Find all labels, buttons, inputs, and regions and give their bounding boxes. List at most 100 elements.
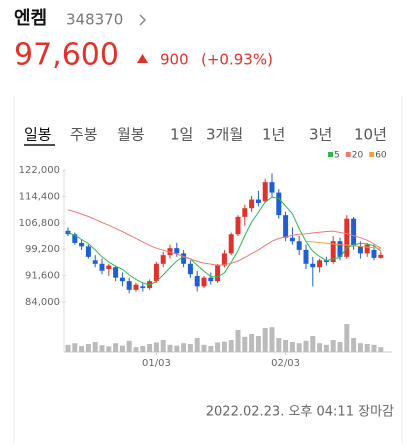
volume-bar: [106, 346, 112, 352]
candle-body: [262, 182, 268, 202]
volume-bar: [378, 347, 384, 352]
volume-bar: [153, 342, 159, 352]
chevron: [139, 14, 147, 26]
up-arrow: [137, 54, 148, 63]
legend-label: 20: [352, 151, 364, 161]
candle-body: [140, 286, 146, 289]
candle-body: [249, 199, 255, 209]
y-tick-label: 106,800: [19, 218, 60, 229]
candle-body: [208, 277, 214, 282]
volume-bar: [283, 340, 289, 352]
candle-body: [296, 241, 302, 250]
candle-body: [215, 265, 221, 282]
candle-body: [310, 263, 316, 268]
tab[interactable]: 10년: [354, 126, 387, 144]
candle-body: [235, 216, 241, 235]
candle-body: [153, 263, 159, 282]
legend-label: 60: [375, 151, 387, 161]
candle-body: [221, 253, 227, 266]
tab[interactable]: 3개월: [206, 126, 243, 144]
volume-bar: [133, 347, 139, 352]
candle-body: [269, 182, 275, 193]
volume-bar: [160, 340, 166, 352]
candle-body: [276, 192, 282, 216]
volume-bar: [289, 342, 295, 352]
volume-bar: [99, 345, 105, 352]
candle-body: [79, 242, 85, 247]
volume-bar: [119, 345, 125, 352]
y-tick-label: 122,000: [19, 165, 60, 176]
candle-body: [167, 248, 173, 256]
volume-bar: [167, 344, 173, 352]
tab[interactable]: 1일: [170, 126, 193, 144]
candle-body: [357, 246, 363, 254]
price: 97,600: [14, 38, 119, 73]
candle-body: [378, 254, 384, 258]
candle-body: [289, 237, 295, 242]
volume-bar: [344, 324, 350, 352]
volume-bar: [215, 342, 221, 352]
volume-bar: [113, 343, 119, 352]
candle-body: [126, 281, 132, 290]
y-tick-label: 99,200: [25, 244, 60, 255]
volume-bar: [174, 345, 180, 352]
footer: 2022.02.23. 오후 04:11 장마감: [206, 405, 394, 420]
candle-body: [303, 249, 309, 264]
volume-bar: [351, 338, 357, 352]
candle-body: [194, 275, 200, 287]
volume-bar: [255, 336, 261, 352]
candle-body: [133, 284, 139, 290]
candle-body: [371, 249, 377, 258]
stock-name: 엔켐: [14, 8, 47, 29]
candle-body: [85, 246, 91, 257]
candle-body: [99, 263, 105, 271]
volume-bar: [357, 343, 363, 352]
tab[interactable]: 1년: [262, 126, 285, 144]
volume-bar: [194, 338, 200, 352]
volume-bar: [228, 340, 234, 352]
tab[interactable]: 주봉: [70, 126, 98, 144]
volume-bar: [126, 340, 132, 352]
volume-bar: [310, 336, 316, 352]
candle-body: [160, 255, 166, 264]
volume-bar: [79, 346, 85, 352]
candle-body: [119, 277, 125, 282]
volume-bar: [242, 336, 248, 352]
y-tick-label: 91,600: [25, 271, 60, 282]
candle-body: [201, 277, 207, 287]
volume-bar: [187, 344, 193, 352]
candle-body: [351, 218, 357, 247]
candle-body: [317, 260, 323, 268]
volume-bar: [317, 343, 323, 352]
volume-bar: [323, 344, 329, 352]
volume-bar: [364, 344, 370, 352]
stock-code: 348370: [66, 11, 123, 29]
candle-body: [106, 265, 112, 269]
tab[interactable]: 3년: [309, 126, 332, 144]
candle-body: [330, 241, 336, 263]
volume-bar: [262, 328, 268, 352]
volume-bar: [201, 344, 207, 352]
volume-bar: [269, 327, 275, 352]
volume-bar: [303, 340, 309, 352]
candle-body: [72, 234, 78, 243]
tab[interactable]: 월봉: [117, 126, 145, 144]
volume-bar: [337, 342, 343, 352]
volume-bar: [85, 344, 91, 352]
volume-bar: [235, 330, 241, 352]
volume-bar: [221, 341, 227, 352]
tab[interactable]: 일봉: [24, 126, 52, 144]
volume-bar: [181, 343, 187, 352]
candle-body: [344, 218, 350, 257]
candle-body: [242, 208, 248, 217]
candle-body: [92, 260, 98, 264]
volume-bar: [208, 346, 214, 352]
legend-swatch: [345, 152, 351, 157]
candle-body: [174, 248, 180, 254]
volume-bar: [371, 344, 377, 352]
x-tick-label: 02/03: [271, 358, 300, 369]
volume-bar: [65, 344, 71, 352]
ma-line: [305, 240, 381, 249]
candle-body: [113, 267, 119, 278]
